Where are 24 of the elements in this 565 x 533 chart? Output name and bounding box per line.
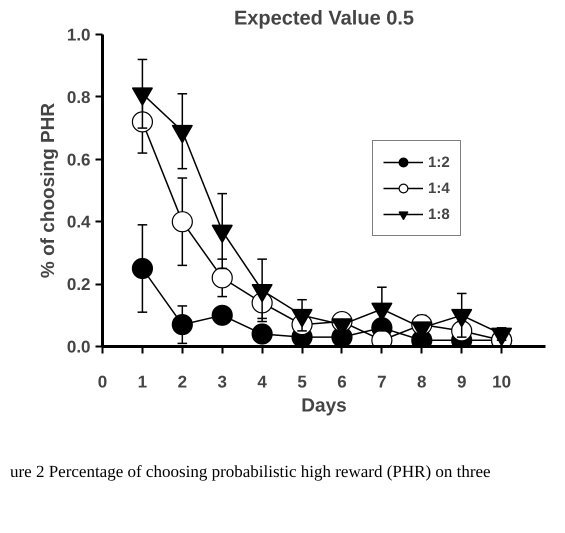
legend-label: 1:8	[428, 206, 450, 222]
y-tick-label: 0.0	[66, 338, 91, 356]
x-tick-label: 6	[337, 372, 347, 392]
x-tick-label: 7	[377, 372, 387, 392]
x-tick-label: 2	[178, 372, 188, 392]
y-tick-label: 0.8	[66, 88, 91, 107]
x-tick-label: 4	[257, 372, 268, 392]
y-tick-label: 0.4	[66, 212, 92, 232]
y-tick-label: 1.0	[66, 26, 91, 44]
x-tick-label: 1	[138, 372, 148, 392]
x-tick-label: 5	[297, 372, 307, 392]
x-axis-title: Days	[301, 396, 347, 416]
y-tick-label: 0.6	[66, 150, 91, 170]
x-tick-label: 8	[417, 372, 427, 392]
legend-label: 1:2	[428, 154, 450, 170]
chart-title: Expected Value 0.5	[234, 8, 414, 30]
legend-label: 1:4	[428, 180, 450, 196]
x-tick-label: 9	[456, 372, 466, 392]
y-axis-title: % of choosing PHR	[38, 102, 59, 278]
x-tick-label: 0	[98, 372, 108, 392]
text: ure 2 Percentage of choosing probabilistic high reward (PHR) on three	[10, 461, 491, 483]
y-tick-label: 0.2	[66, 275, 91, 294]
x-tick-label: 3	[218, 372, 227, 392]
x-tick-label: 10	[492, 372, 512, 392]
